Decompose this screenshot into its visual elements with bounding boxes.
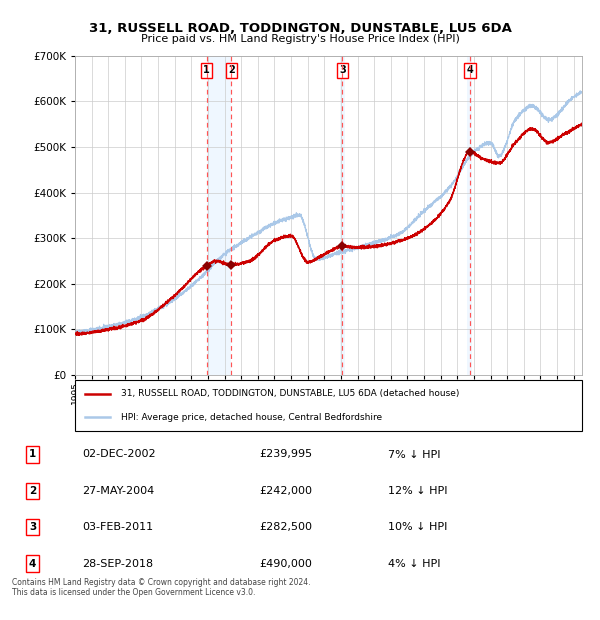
Text: 2: 2 (29, 486, 36, 496)
Bar (467, 56, 472, 375)
Bar (340, 56, 345, 375)
Text: £239,995: £239,995 (259, 450, 312, 459)
Text: Contains HM Land Registry data © Crown copyright and database right 2024.: Contains HM Land Registry data © Crown c… (12, 578, 310, 587)
FancyBboxPatch shape (75, 380, 582, 431)
Text: 12% ↓ HPI: 12% ↓ HPI (388, 486, 448, 496)
Text: 4: 4 (466, 65, 473, 75)
Text: 31, RUSSELL ROAD, TODDINGTON, DUNSTABLE, LU5 6DA: 31, RUSSELL ROAD, TODDINGTON, DUNSTABLE,… (89, 22, 511, 35)
Text: 4: 4 (29, 559, 36, 569)
Text: 4% ↓ HPI: 4% ↓ HPI (388, 559, 440, 569)
Text: 10% ↓ HPI: 10% ↓ HPI (388, 522, 448, 532)
Text: Price paid vs. HM Land Registry's House Price Index (HPI): Price paid vs. HM Land Registry's House … (140, 34, 460, 44)
Text: 31, RUSSELL ROAD, TODDINGTON, DUNSTABLE, LU5 6DA (detached house): 31, RUSSELL ROAD, TODDINGTON, DUNSTABLE,… (121, 389, 459, 398)
Text: 03-FEB-2011: 03-FEB-2011 (82, 522, 154, 532)
Bar (206, 56, 232, 375)
Text: 02-DEC-2002: 02-DEC-2002 (82, 450, 156, 459)
Text: 7% ↓ HPI: 7% ↓ HPI (388, 450, 440, 459)
Text: £282,500: £282,500 (259, 522, 312, 532)
Text: 27-MAY-2004: 27-MAY-2004 (82, 486, 155, 496)
Text: HPI: Average price, detached house, Central Bedfordshire: HPI: Average price, detached house, Cent… (121, 413, 382, 422)
Text: £242,000: £242,000 (259, 486, 312, 496)
Text: 1: 1 (203, 65, 210, 75)
Text: 3: 3 (29, 522, 36, 532)
Text: This data is licensed under the Open Government Licence v3.0.: This data is licensed under the Open Gov… (12, 588, 255, 596)
Text: 3: 3 (339, 65, 346, 75)
Text: £490,000: £490,000 (259, 559, 312, 569)
Text: 28-SEP-2018: 28-SEP-2018 (82, 559, 154, 569)
Text: 1: 1 (29, 450, 36, 459)
Text: 2: 2 (228, 65, 235, 75)
